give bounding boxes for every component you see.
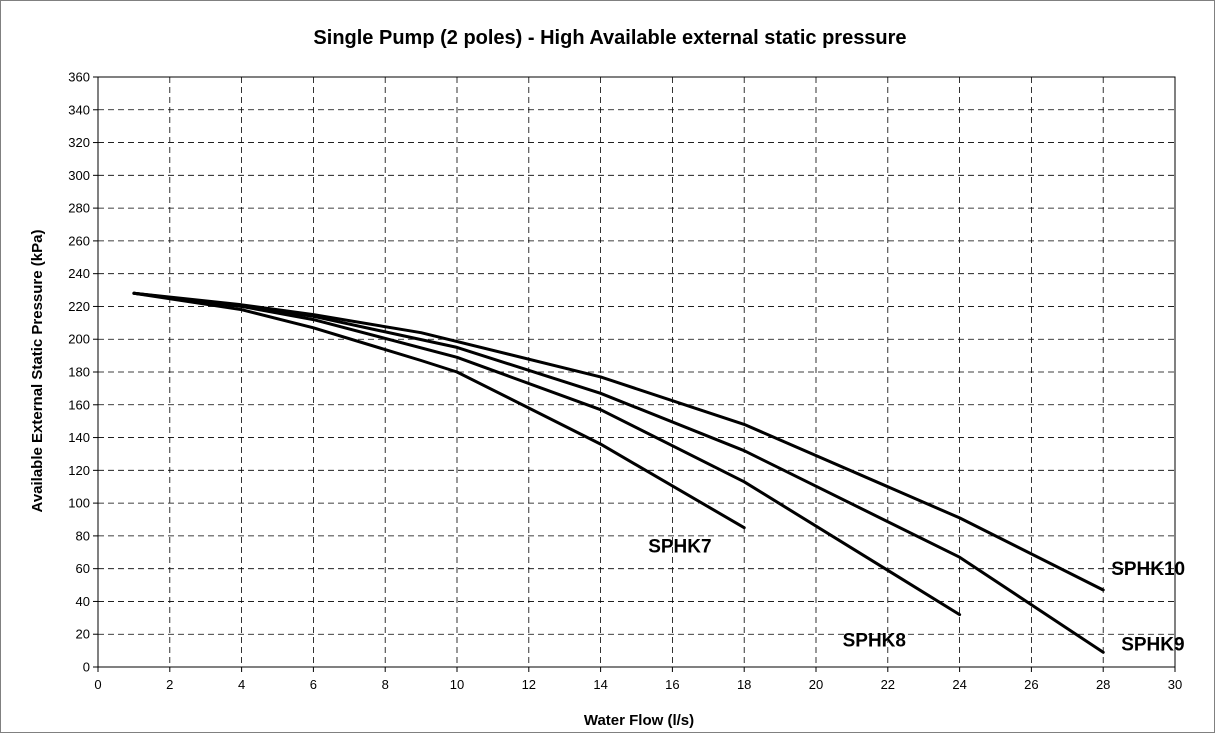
series-line-sphk9	[132, 291, 1105, 654]
y-tick-label: 20	[76, 627, 90, 642]
x-tick-label: 22	[881, 677, 895, 692]
y-tick-label: 240	[68, 266, 90, 281]
y-tick-label: 60	[76, 561, 90, 576]
x-axis-title: Water Flow (l/s)	[584, 712, 694, 729]
y-tick-label: 160	[68, 397, 90, 412]
y-tick-label: 100	[68, 496, 90, 511]
x-tick-label: 8	[382, 677, 389, 692]
y-tick-label: 200	[68, 332, 90, 347]
series-line-sphk10	[132, 291, 1105, 592]
series-label-sphk7: SPHK7	[648, 537, 711, 558]
y-tick-label: 220	[68, 299, 90, 314]
x-tick-label: 14	[593, 677, 607, 692]
x-tick-label: 20	[809, 677, 823, 692]
y-tick-label: 40	[76, 594, 90, 609]
y-tick-label: 140	[68, 430, 90, 445]
series-labels: SPHK7 SPHK8 SPHK9 SPHK10	[648, 537, 1185, 656]
x-tick-label: 10	[450, 677, 464, 692]
series-lines	[132, 291, 1105, 654]
x-tick-label: 4	[238, 677, 245, 692]
x-tick-label: 2	[166, 677, 173, 692]
y-tick-label: 180	[68, 365, 90, 380]
y-tick-label: 280	[68, 201, 90, 216]
series-label-sphk10: SPHK10	[1111, 559, 1185, 580]
chart-title: Single Pump (2 poles) - High Available e…	[313, 27, 906, 49]
y-axis-title: Available External Static Pressure (kPa)	[29, 230, 46, 513]
y-tick-label: 360	[68, 70, 90, 85]
series-label-sphk8: SPHK8	[843, 631, 906, 652]
y-tick-label: 120	[68, 463, 90, 478]
series-line-sphk7	[132, 291, 746, 530]
x-tick-label: 12	[522, 677, 536, 692]
series-label-sphk9: SPHK9	[1121, 634, 1184, 655]
y-tick-label: 340	[68, 102, 90, 117]
x-tick-label: 26	[1024, 677, 1038, 692]
x-tick-label: 30	[1168, 677, 1182, 692]
grid	[98, 77, 1175, 667]
x-tick-label: 0	[94, 677, 101, 692]
x-tick-label: 16	[665, 677, 679, 692]
x-tick-label: 24	[952, 677, 966, 692]
y-tick-label: 0	[83, 660, 90, 675]
y-tick-label: 80	[76, 528, 90, 543]
y-tick-label: 320	[68, 135, 90, 150]
x-tick-label: 18	[737, 677, 751, 692]
x-tick-label: 6	[310, 677, 317, 692]
y-tick-label: 300	[68, 168, 90, 183]
axes: 0 2 4 6 8 10 12 14 16 18 20 22 24 26 28 300204060801001…	[68, 70, 1182, 693]
y-tick-label: 260	[68, 233, 90, 248]
x-tick-label: 28	[1096, 677, 1110, 692]
